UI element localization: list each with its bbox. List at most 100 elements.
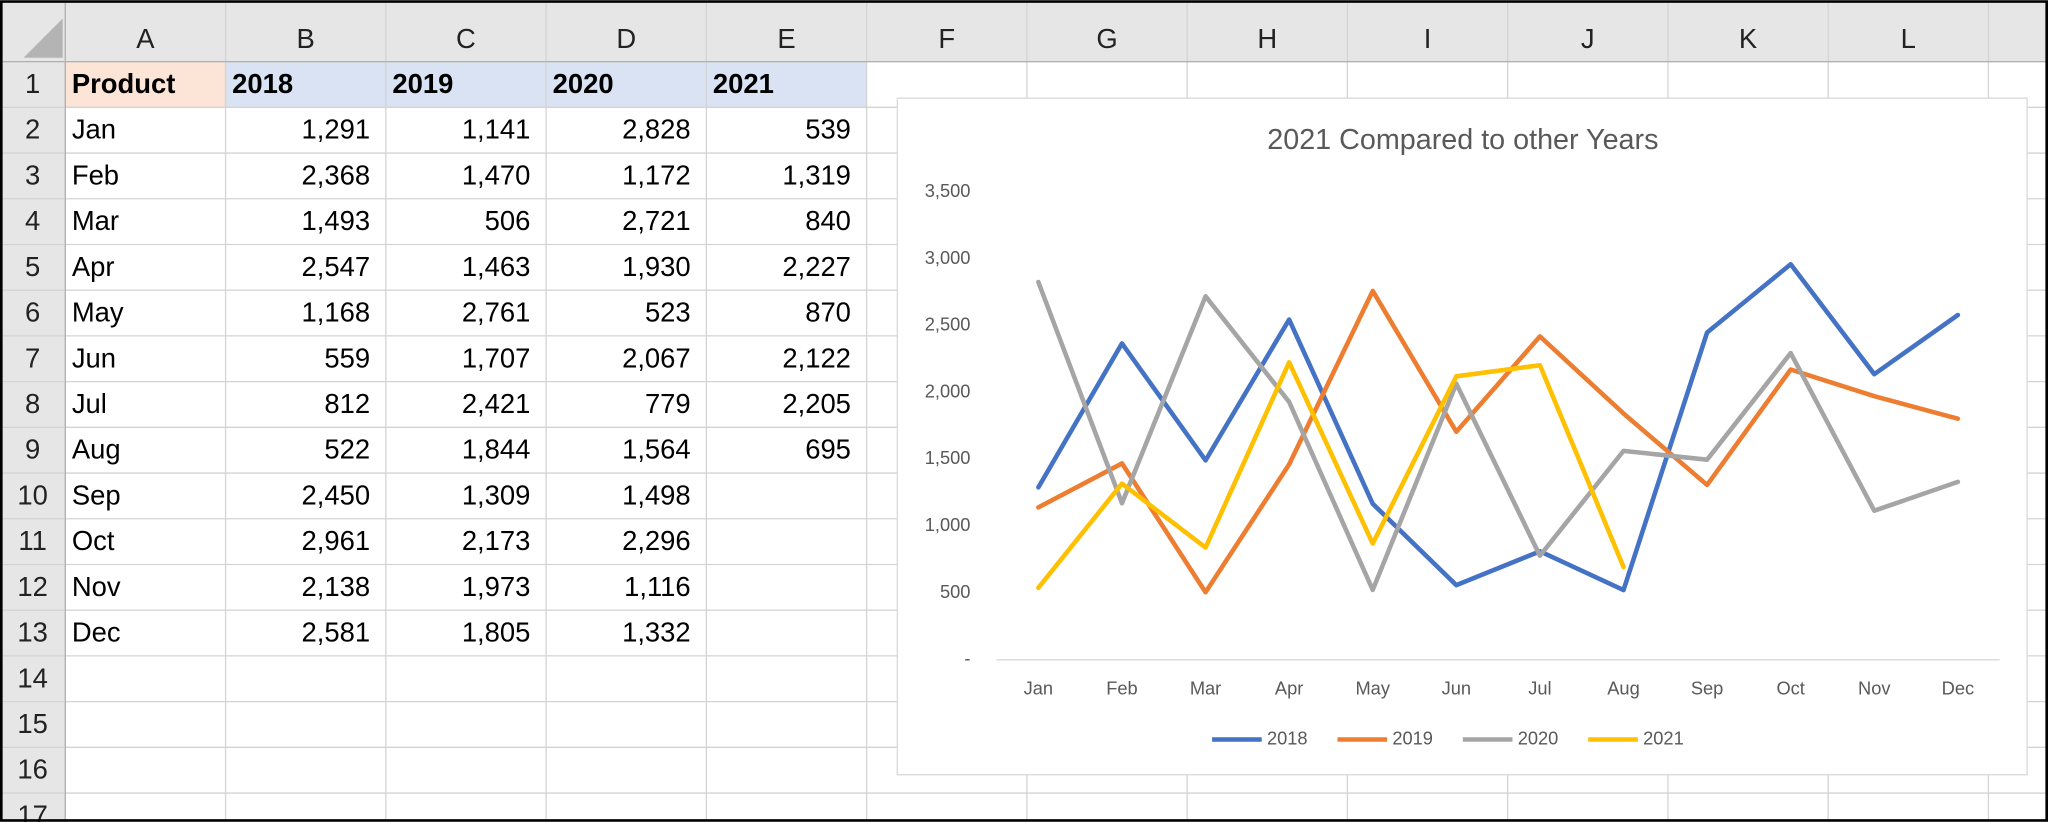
cell[interactable]: 522 [324,434,370,465]
row-header[interactable]: 6 [25,297,40,328]
column-header[interactable]: E [777,23,795,54]
cell[interactable]: Mar [72,205,119,236]
cell[interactable]: 812 [324,388,370,419]
cell[interactable]: 1,564 [622,434,691,465]
row-header[interactable]: 4 [25,205,40,236]
cell[interactable]: 2018 [232,68,293,99]
cell[interactable]: 2,205 [782,388,851,419]
cell[interactable]: 1,168 [302,297,371,328]
header-cell-fill [225,61,386,108]
legend-label[interactable]: 2020 [1518,727,1559,748]
row-header[interactable]: 9 [25,434,40,465]
y-tick-label: 2,500 [925,314,971,335]
column-header[interactable]: I [1424,23,1432,54]
cell[interactable]: 2019 [392,68,453,99]
cell[interactable]: 1,498 [622,479,691,510]
cell[interactable]: 506 [485,205,531,236]
cell[interactable]: 1,291 [302,114,371,145]
chart-title: 2021 Compared to other Years [1267,124,1658,156]
cell[interactable]: 1,805 [462,617,531,648]
cell[interactable]: 1,141 [462,114,531,145]
cell[interactable]: 2,581 [302,617,371,648]
legend-label[interactable]: 2021 [1643,727,1684,748]
cell[interactable]: Oct [72,525,115,556]
column-header[interactable]: G [1096,23,1117,54]
cell[interactable]: Nov [72,571,121,602]
column-header[interactable]: F [938,23,955,54]
row-header[interactable]: 17 [17,799,47,822]
column-header[interactable]: B [297,23,315,54]
column-header[interactable]: D [616,23,636,54]
chart-area[interactable] [896,97,2028,776]
row-header[interactable]: 12 [17,571,47,602]
cell[interactable]: Apr [72,251,115,282]
cell[interactable]: Aug [72,434,121,465]
row-header[interactable]: 10 [17,479,47,510]
cell[interactable]: 2020 [553,68,614,99]
cell[interactable]: 523 [645,297,691,328]
cell[interactable]: 2021 [713,68,774,99]
cell[interactable]: 695 [805,434,851,465]
column-header[interactable]: A [136,23,155,54]
cell[interactable]: 870 [805,297,851,328]
cell[interactable]: 1,172 [622,159,691,190]
cell[interactable]: 1,332 [622,617,691,648]
column-header[interactable]: K [1739,23,1757,54]
cell[interactable]: 2,421 [462,388,531,419]
cell[interactable]: 2,761 [462,297,531,328]
cell[interactable]: 2,067 [622,342,691,373]
cell[interactable]: 2,961 [302,525,371,556]
cell[interactable]: Feb [72,159,119,190]
cell[interactable]: Sep [72,479,121,510]
cell[interactable]: 2,138 [302,571,371,602]
cell[interactable]: 2,828 [622,114,691,145]
row-header[interactable]: 3 [25,159,40,190]
cell[interactable]: 1,116 [624,571,691,602]
row-header[interactable]: 2 [25,114,40,145]
cell[interactable]: 2,122 [782,342,851,373]
cell[interactable]: Jun [72,342,116,373]
row-header[interactable]: 13 [17,617,47,648]
row-header[interactable]: 1 [25,68,40,99]
cell[interactable]: 1,707 [462,342,531,373]
row-header[interactable]: 7 [25,342,40,373]
cell[interactable]: 2,547 [302,251,371,282]
cell[interactable]: 1,844 [462,434,531,465]
column-header[interactable]: H [1257,23,1277,54]
cell[interactable]: 1,463 [462,251,531,282]
cell[interactable]: 2,721 [622,205,691,236]
row-header[interactable]: 8 [25,388,40,419]
cell[interactable]: 2,173 [462,525,531,556]
legend-label[interactable]: 2018 [1267,727,1308,748]
row-header[interactable]: 14 [17,662,47,693]
cell[interactable]: 559 [324,342,370,373]
cell[interactable]: Product [72,68,176,99]
cell[interactable]: May [72,297,124,328]
cell[interactable]: 2,450 [302,479,371,510]
select-all-corner[interactable] [23,18,63,58]
cell[interactable]: 1,319 [782,159,851,190]
cell[interactable]: 539 [805,114,851,145]
cell[interactable]: 2,368 [302,159,371,190]
cell[interactable]: Jul [72,388,107,419]
cell[interactable]: 1,973 [462,571,531,602]
cell[interactable]: 2,227 [782,251,851,282]
row-header[interactable]: 15 [17,708,47,739]
column-header[interactable]: L [1901,23,1916,54]
row-header[interactable]: 11 [18,525,46,556]
cell[interactable]: 1,930 [622,251,691,282]
y-tick-label: 500 [940,581,970,602]
cell[interactable]: Jan [72,114,116,145]
cell[interactable]: 1,470 [462,159,531,190]
legend-label[interactable]: 2019 [1392,727,1433,748]
cell[interactable]: 2,296 [622,525,691,556]
cell[interactable]: 840 [805,205,851,236]
row-header[interactable]: 16 [17,754,47,785]
column-header[interactable]: J [1581,23,1595,54]
cell[interactable]: Dec [72,617,121,648]
cell[interactable]: 1,309 [462,479,531,510]
column-header[interactable]: C [456,23,476,54]
cell[interactable]: 1,493 [302,205,371,236]
row-header[interactable]: 5 [25,251,40,282]
cell[interactable]: 779 [645,388,691,419]
